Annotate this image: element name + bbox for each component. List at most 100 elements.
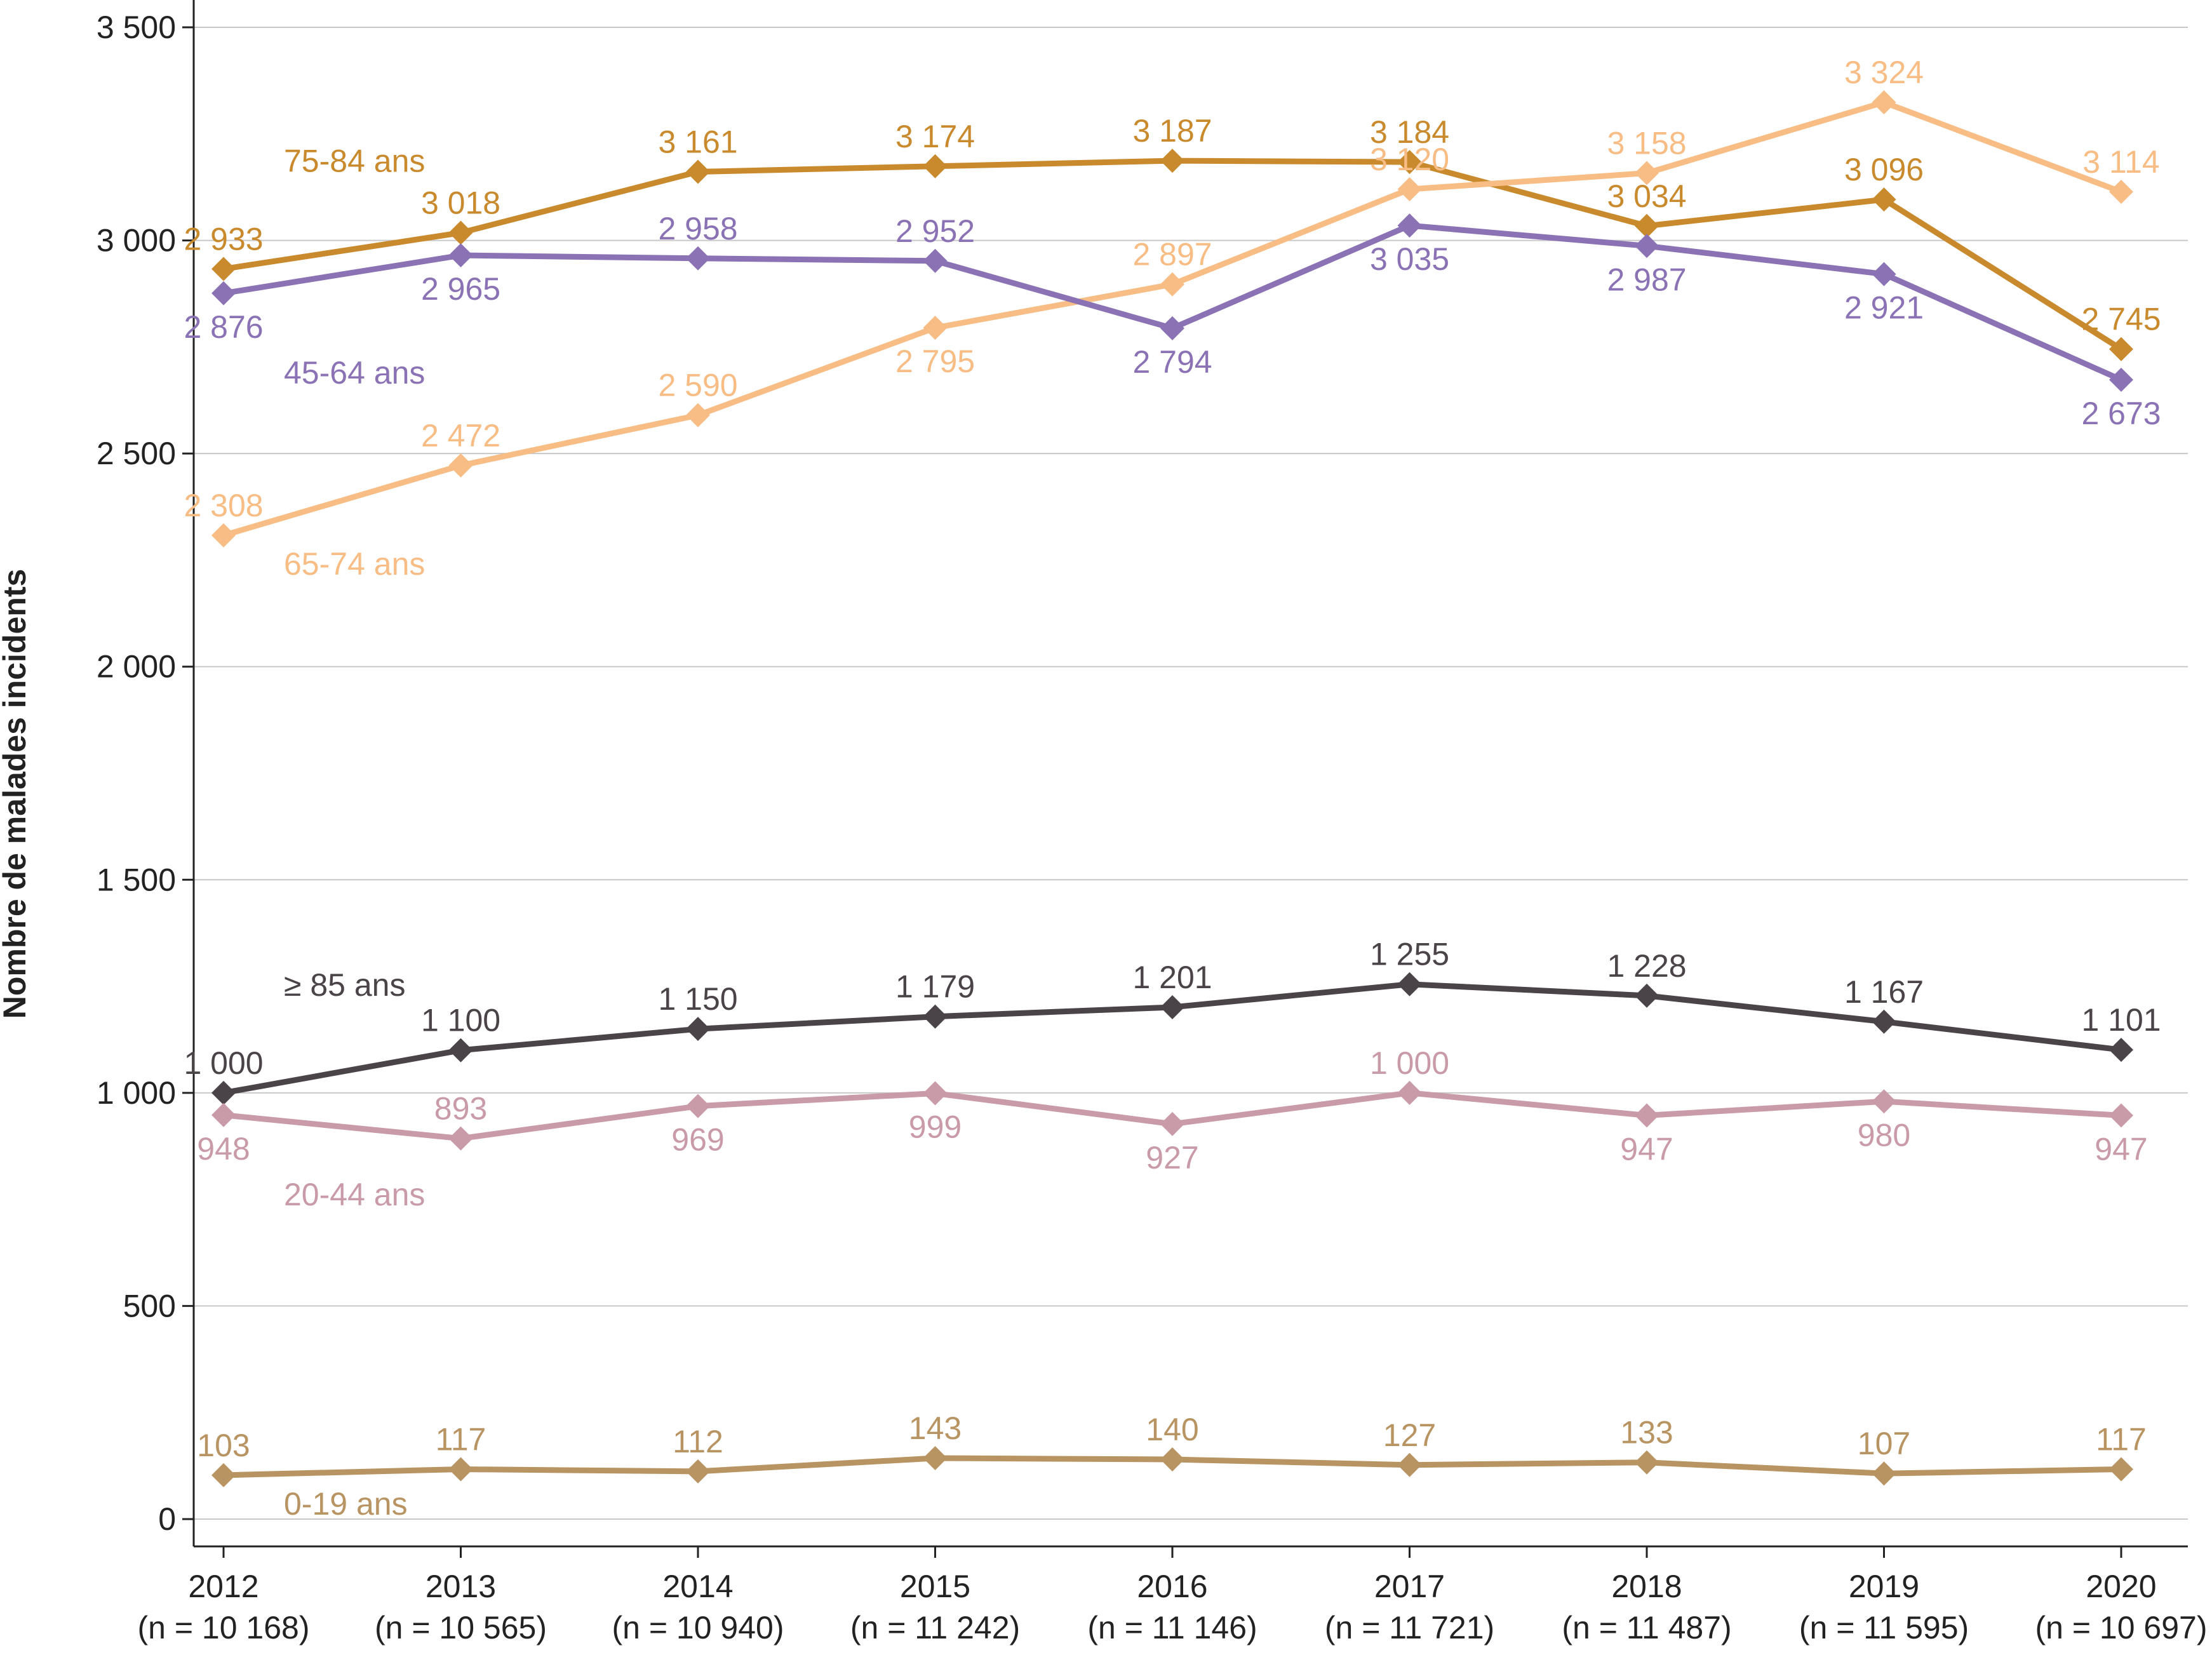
x-tick-count: (n = 10 565) — [375, 1610, 547, 1645]
x-tick-count: (n = 11 487) — [1562, 1610, 1731, 1645]
data-label: 143 — [909, 1410, 962, 1446]
data-label: 2 794 — [1132, 344, 1212, 380]
x-tick-count: (n = 10 697) — [2035, 1610, 2207, 1645]
y-tick-label: 0 — [158, 1501, 176, 1537]
y-axis: 0 500 1 000 1 500 2 000 2 500 3 000 3 500 — [97, 0, 195, 1546]
data-label: 1 228 — [1607, 948, 1686, 984]
data-label: 112 — [673, 1424, 723, 1459]
data-point — [2109, 1457, 2133, 1482]
data-label: 948 — [197, 1131, 250, 1167]
data-point — [1872, 1009, 1896, 1034]
data-point — [1160, 316, 1184, 340]
data-point — [923, 1446, 948, 1471]
data-point — [211, 257, 236, 281]
x-tick-label: 2016 — [1137, 1569, 1207, 1604]
data-label: 2 745 — [2081, 302, 2161, 337]
series-name-label: 65-74 ans — [284, 546, 425, 582]
data-point — [448, 453, 473, 478]
data-label: 969 — [671, 1122, 724, 1158]
data-point — [1160, 1447, 1184, 1472]
x-tick-label: 2017 — [1374, 1569, 1445, 1604]
data-point — [2109, 368, 2133, 392]
data-point — [686, 246, 710, 271]
data-label: 980 — [1858, 1117, 1910, 1153]
data-label: 3 096 — [1844, 152, 1924, 187]
data-label: 927 — [1146, 1140, 1198, 1176]
y-tick-label: 2 000 — [97, 649, 176, 685]
data-point — [2109, 1038, 2133, 1062]
data-point — [923, 316, 948, 340]
data-label: 2 958 — [658, 211, 737, 246]
data-point — [1635, 983, 1659, 1008]
data-label: 3 018 — [421, 185, 500, 220]
data-label: 2 897 — [1132, 237, 1212, 272]
data-point — [1397, 1452, 1422, 1477]
data-point — [211, 281, 236, 305]
data-point — [448, 220, 473, 245]
data-point — [923, 248, 948, 273]
x-tick-count: (n = 11 242) — [850, 1610, 1020, 1645]
data-point — [1635, 1103, 1659, 1128]
data-label: 999 — [909, 1109, 962, 1145]
x-tick-label: 2019 — [1849, 1569, 1919, 1604]
data-point — [923, 154, 948, 178]
data-label: 1 201 — [1132, 960, 1212, 995]
data-point — [1160, 995, 1184, 1019]
data-label: 2 965 — [421, 271, 500, 307]
data-label: 1 150 — [658, 981, 737, 1017]
x-tick-label: 2020 — [2086, 1569, 2156, 1604]
y-tick-label: 3 000 — [97, 223, 176, 258]
data-point — [1872, 1089, 1896, 1114]
data-point — [1872, 1461, 1896, 1486]
data-point — [923, 1004, 948, 1029]
data-label: 2 987 — [1607, 262, 1686, 297]
data-point — [1635, 213, 1659, 238]
data-point — [2109, 1103, 2133, 1128]
data-point — [686, 1459, 710, 1484]
x-axis: 2012 (n = 10 168) 2013 (n = 10 565) 2014 (n =… — [137, 1545, 2208, 1645]
data-label: 2 590 — [658, 368, 737, 403]
y-tick-label: 2 500 — [97, 436, 176, 471]
data-point — [1397, 1080, 1422, 1105]
data-point — [686, 403, 710, 427]
series-group — [211, 90, 2133, 1487]
series-name-label: 20-44 ans — [284, 1177, 425, 1212]
data-point — [1872, 90, 1896, 115]
data-label: 3 161 — [658, 124, 737, 160]
data-point — [686, 159, 710, 184]
y-tick-label: 3 500 — [97, 10, 176, 45]
data-point — [1397, 150, 1422, 175]
data-label: 117 — [436, 1421, 486, 1457]
data-label: 117 — [2096, 1421, 2147, 1457]
x-tick-count: (n = 10 940) — [612, 1610, 784, 1645]
data-label: 2 933 — [184, 222, 263, 257]
series-name-label: ≥ 85 ans — [284, 967, 405, 1003]
data-label: 2 673 — [2081, 396, 2161, 431]
data-label: 140 — [1146, 1412, 1198, 1447]
x-tick-label: 2012 — [188, 1569, 258, 1604]
series-names: 75-84 ans 65-74 ans 45-64 ans ≥ 85 ans 20-44… — [284, 144, 425, 1522]
data-point — [1160, 1111, 1184, 1136]
data-label: 947 — [2095, 1131, 2147, 1167]
data-point — [1160, 272, 1184, 297]
x-tick-count: (n = 10 168) — [137, 1610, 309, 1645]
data-label: 3 158 — [1607, 126, 1686, 161]
x-tick-label: 2014 — [662, 1569, 733, 1604]
data-label: 3 035 — [1370, 241, 1449, 277]
data-label: 1 000 — [184, 1045, 263, 1081]
x-tick-label: 2013 — [426, 1569, 496, 1604]
data-point — [448, 1038, 473, 1062]
data-label: 3 324 — [1844, 55, 1924, 90]
data-label: 1 101 — [2081, 1002, 2161, 1038]
data-label: 127 — [1383, 1417, 1436, 1453]
y-tick-label: 500 — [123, 1288, 176, 1323]
data-point — [1397, 213, 1422, 238]
data-point — [211, 1102, 236, 1127]
data-label: 3 120 — [1370, 142, 1449, 177]
data-point — [1160, 149, 1184, 173]
data-point — [2109, 180, 2133, 204]
data-label: 1 000 — [1370, 1045, 1449, 1081]
series-name-label: 0-19 ans — [284, 1486, 408, 1522]
data-point — [211, 1080, 236, 1105]
